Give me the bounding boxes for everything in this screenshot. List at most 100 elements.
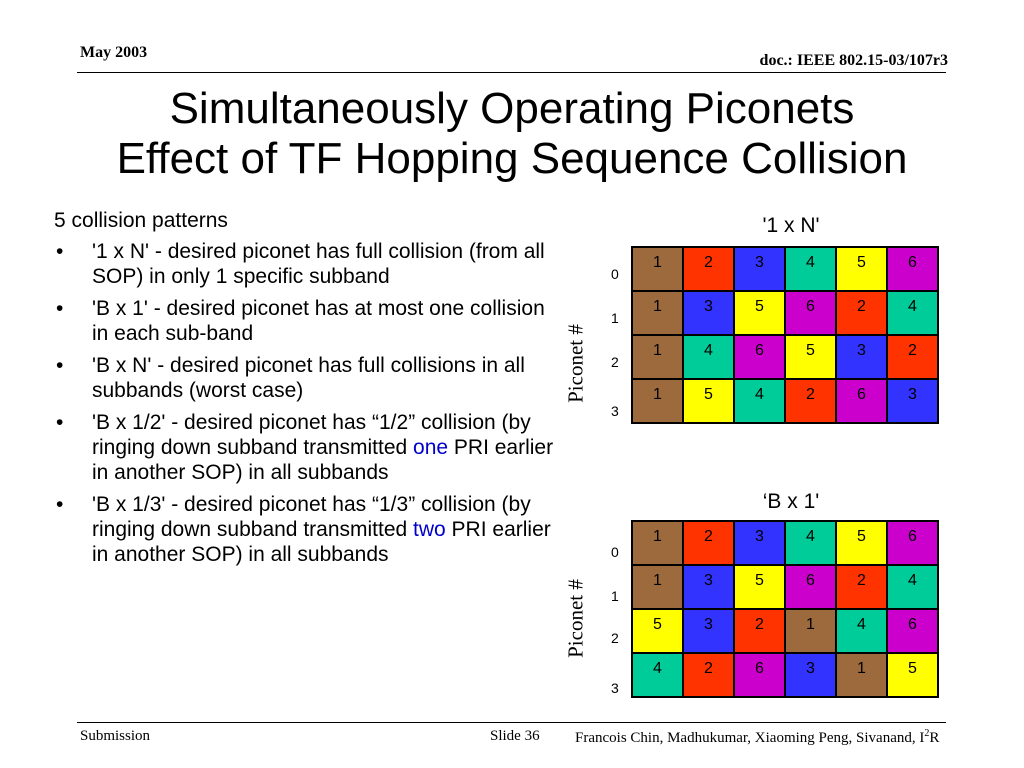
grid-cell: 3 bbox=[682, 564, 735, 610]
bullet-item: • '1 x N' - desired piconet has full coll… bbox=[54, 239, 554, 289]
grid-cell: 6 bbox=[886, 520, 939, 566]
grid-cell: 2 bbox=[784, 378, 837, 424]
grid-cell: 4 bbox=[784, 520, 837, 566]
grid-cell: 4 bbox=[682, 334, 735, 380]
grid-cell: 3 bbox=[733, 246, 786, 292]
intro-text: 5 collision patterns bbox=[54, 209, 228, 232]
grid-cell: 5 bbox=[682, 378, 735, 424]
grid-cell: 6 bbox=[886, 608, 939, 654]
bullet-text: 'B x 1' - desired piconet has at most on… bbox=[92, 297, 545, 345]
slide-title-line-1: Simultaneously Operating Piconets bbox=[169, 84, 855, 133]
bullet-item: • 'B x 1' - desired piconet has at most o… bbox=[54, 296, 554, 346]
grid-cell: 1 bbox=[631, 564, 684, 610]
bullet-text-before: 'B x 1/3' - desired piconet has “1/3” co… bbox=[92, 493, 531, 541]
bullet-dot: • bbox=[56, 411, 64, 434]
bullet-item: • 'B x N' - desired piconet has full coll… bbox=[54, 353, 554, 403]
footer-divider bbox=[77, 722, 946, 723]
footer-authors-sup: 2 bbox=[924, 728, 930, 739]
bullet-dot: • bbox=[56, 240, 64, 263]
grid-title-1xn: '1 x N' bbox=[762, 214, 820, 237]
grid-cell: 4 bbox=[886, 290, 939, 336]
slide-title: Simultaneously Operating Piconets Effect… bbox=[0, 84, 1024, 184]
grid-ylabel-bx1: Piconet # bbox=[563, 579, 588, 658]
bullet-text: '1 x N' - desired piconet has full colli… bbox=[92, 240, 545, 288]
grid-row-label: 1 bbox=[611, 310, 619, 326]
bullet-item: • 'B x 1/3' - desired piconet has “1/3” c… bbox=[54, 492, 554, 567]
bullet-item: • 'B x 1/2' - desired piconet has “1/2” c… bbox=[54, 410, 554, 485]
bullet-text-before: 'B x 1/2' - desired piconet has “1/2” co… bbox=[92, 411, 531, 459]
grid-cell: 4 bbox=[784, 246, 837, 292]
grid-cell: 5 bbox=[733, 564, 786, 610]
grid-cell: 5 bbox=[631, 608, 684, 654]
grid-cell: 3 bbox=[682, 608, 735, 654]
grid-row-label: 3 bbox=[611, 680, 619, 696]
grid-cell: 5 bbox=[733, 290, 786, 336]
grid-cell: 3 bbox=[835, 334, 888, 380]
body-text: 5 collision patterns • '1 x N' - desired … bbox=[54, 208, 554, 574]
footer-slide-number: Slide 36 bbox=[490, 728, 540, 744]
grid-ylabel-1xn: Piconet # bbox=[563, 324, 588, 403]
grid-row-label: 2 bbox=[611, 630, 619, 646]
grid-cell: 3 bbox=[733, 520, 786, 566]
grid-cell: 5 bbox=[835, 246, 888, 292]
bullet-dot: • bbox=[56, 493, 64, 516]
grid-cell: 2 bbox=[835, 290, 888, 336]
grid-cell: 4 bbox=[631, 652, 684, 698]
grid-cell: 6 bbox=[733, 652, 786, 698]
header-doc-id: doc.: IEEE 802.15-03/107r3 bbox=[759, 52, 948, 69]
grid-row-label: 2 bbox=[611, 354, 619, 370]
footer-authors: Francois Chin, Madhukumar, Xiaoming Peng… bbox=[575, 728, 939, 747]
grid-title-bx1: ‘B x 1' bbox=[762, 490, 820, 513]
grid-cell: 2 bbox=[682, 246, 735, 292]
grid-cell: 3 bbox=[682, 290, 735, 336]
bullet-list: • '1 x N' - desired piconet has full coll… bbox=[54, 239, 554, 567]
grid-row-label: 0 bbox=[611, 544, 619, 560]
bullet-text-after: PRI earlier in another SOP) in all subba… bbox=[92, 518, 551, 566]
grid-cell: 5 bbox=[784, 334, 837, 380]
slide-title-line-2: Effect of TF Hopping Sequence Collision bbox=[116, 134, 908, 183]
grid-cell: 6 bbox=[733, 334, 786, 380]
grid-cell: 4 bbox=[733, 378, 786, 424]
footer-submission: Submission bbox=[80, 728, 151, 744]
grid-cell: 1 bbox=[835, 652, 888, 698]
grid-cell: 2 bbox=[733, 608, 786, 654]
grid-cell: 3 bbox=[784, 652, 837, 698]
grid-cell: 2 bbox=[835, 564, 888, 610]
grid-cell: 1 bbox=[631, 378, 684, 424]
grid-cell: 1 bbox=[631, 290, 684, 336]
grid-cell: 4 bbox=[886, 564, 939, 610]
header-date: May 2003 bbox=[80, 44, 148, 61]
bullet-dot: • bbox=[56, 354, 64, 377]
footer-authors-end: R bbox=[929, 730, 940, 746]
grid-cell: 5 bbox=[886, 652, 939, 698]
bullet-dot: • bbox=[56, 297, 64, 320]
bullet-text-after: PRI earlier in another SOP) in all subba… bbox=[92, 436, 554, 484]
grid-cell: 4 bbox=[835, 608, 888, 654]
header-divider bbox=[77, 72, 946, 73]
grid-row-label: 1 bbox=[611, 588, 619, 604]
bullet-text: 'B x N' - desired piconet has full colli… bbox=[92, 354, 525, 402]
grid-cell: 6 bbox=[784, 290, 837, 336]
grid-cell: 2 bbox=[886, 334, 939, 380]
grid-row-label: 3 bbox=[611, 403, 619, 419]
grid-cell: 1 bbox=[631, 520, 684, 566]
grid-cell: 6 bbox=[784, 564, 837, 610]
grid-cell: 5 bbox=[835, 520, 888, 566]
grid-row-label: 0 bbox=[611, 266, 619, 282]
grid-cell: 2 bbox=[682, 520, 735, 566]
grid-cell: 2 bbox=[682, 652, 735, 698]
grid-cell: 1 bbox=[631, 334, 684, 380]
bullet-highlight: two bbox=[413, 518, 446, 541]
grid-cell: 1 bbox=[784, 608, 837, 654]
grid-cell: 6 bbox=[886, 246, 939, 292]
